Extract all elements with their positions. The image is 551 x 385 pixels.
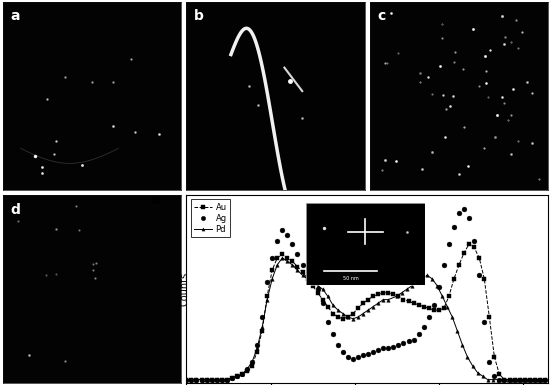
Au [234,374,240,378]
Line: Ag: Ag [184,207,547,382]
Pd [525,377,531,382]
Ag [425,315,432,319]
Ag [183,377,190,382]
Line: Au: Au [185,242,547,381]
Ag [234,374,240,378]
Pd [279,256,285,260]
Text: d: d [10,203,20,217]
Au [466,242,472,246]
Pd [540,377,547,382]
Ag [304,273,311,278]
Text: b: b [193,10,203,23]
Au [385,290,392,295]
Text: c: c [377,10,385,23]
Au [269,268,276,272]
Y-axis label: Counts: Counts [180,272,190,306]
Au [410,301,417,305]
Ag [269,256,276,260]
Pd [403,287,410,291]
Text: e: e [150,193,160,208]
Pd [289,263,296,267]
Ag [410,337,417,342]
Pd [193,377,200,382]
Au [425,306,432,311]
Pd [360,311,366,316]
Line: Pd: Pd [185,256,545,381]
Au [183,377,190,382]
Pd [183,377,190,382]
Au [542,377,548,382]
Text: a: a [10,10,19,23]
Pd [459,343,466,347]
Au [304,276,311,281]
Legend: Au, Ag, Pd: Au, Ag, Pd [191,199,230,237]
Ag [461,207,467,211]
Ag [542,377,548,382]
Ag [385,346,392,351]
